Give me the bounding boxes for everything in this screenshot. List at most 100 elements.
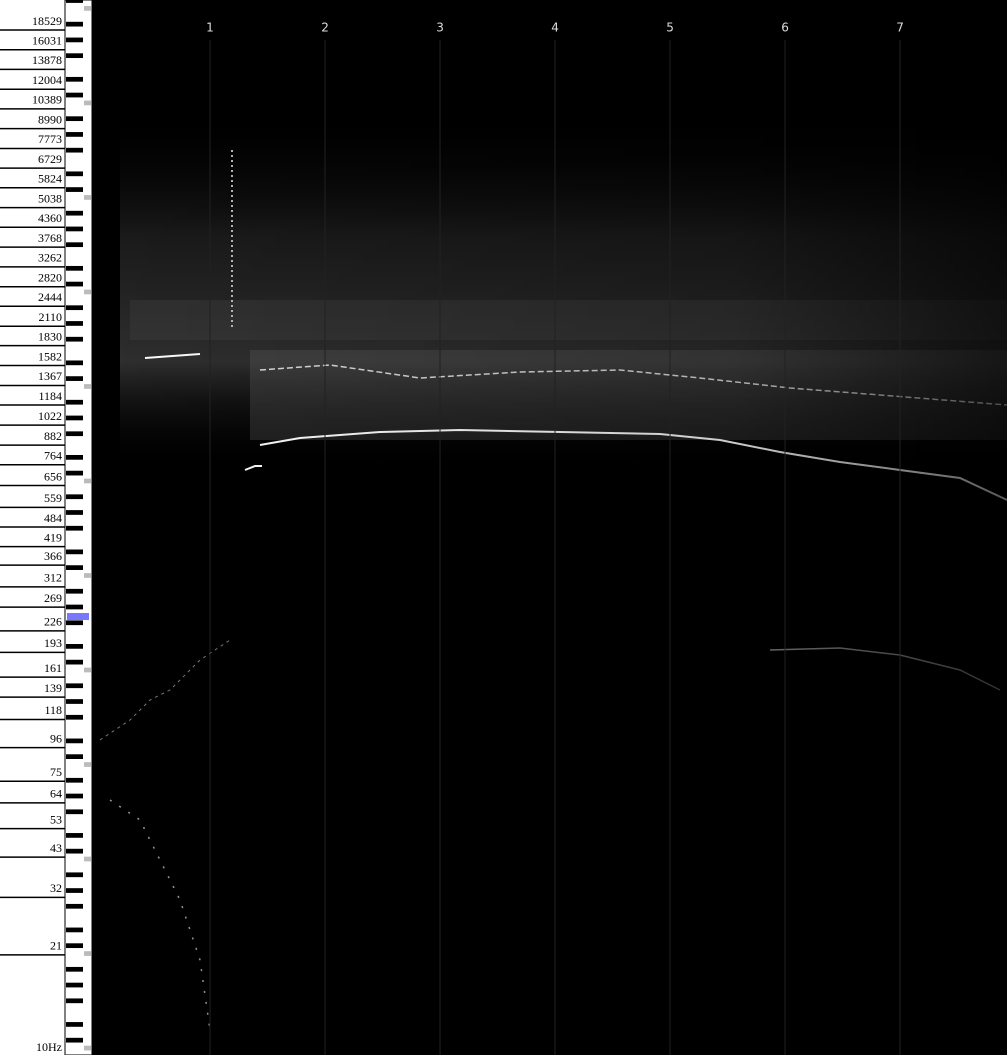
black-key [66, 510, 83, 515]
frequency-label: 16031 [32, 33, 62, 47]
black-key [66, 265, 83, 271]
c-key [84, 573, 91, 578]
black-key [66, 565, 83, 570]
haze [120, 110, 1007, 470]
black-key [66, 738, 83, 744]
frequency-label: 882 [44, 429, 62, 443]
c-key [84, 856, 91, 862]
black-key [66, 966, 83, 972]
black-key [66, 187, 83, 192]
frequency-label: 269 [44, 591, 62, 605]
c-key [84, 478, 91, 484]
frequency-label: 656 [44, 469, 62, 483]
black-key [66, 699, 83, 704]
frequency-label: 312 [44, 571, 62, 585]
black-key [66, 644, 83, 649]
black-key [66, 376, 83, 381]
frequency-label: 1830 [38, 329, 62, 343]
black-key [66, 399, 83, 405]
black-key [66, 336, 83, 342]
frequency-label: 3768 [38, 231, 62, 245]
spectrogram-content [99, 110, 1007, 1031]
c-key [84, 6, 91, 11]
c-key [84, 951, 91, 956]
black-key [66, 321, 83, 326]
frequency-label: 10Hz [36, 1040, 62, 1054]
black-key [66, 588, 83, 594]
frequency-label: 419 [44, 530, 62, 544]
frequency-label: 1184 [38, 389, 62, 403]
frequency-label: 484 [44, 511, 62, 525]
black-key [66, 525, 83, 531]
frequency-label: 8990 [38, 112, 62, 126]
black-key [66, 470, 83, 476]
black-key [66, 833, 83, 838]
c-key [84, 195, 91, 200]
black-key [66, 982, 83, 988]
black-key [66, 620, 83, 626]
black-key [66, 943, 83, 949]
time-axis: 1 2 3 4 5 6 7 [206, 21, 904, 1055]
black-key [66, 549, 83, 555]
frequency-axis: 18529 16031 13878 12004 10389 8990 7773 6729 582… [0, 14, 65, 1054]
frequency-label: 4360 [38, 211, 62, 225]
frequency-label: 6729 [38, 152, 62, 166]
black-key [66, 683, 83, 689]
frequency-label: 161 [44, 661, 62, 675]
c-key [84, 384, 91, 389]
pitch-trace [244, 465, 262, 471]
black-key [66, 714, 83, 720]
frequency-label: 1367 [38, 369, 62, 383]
frequency-label: 5824 [38, 172, 62, 186]
black-key [66, 76, 83, 82]
black-key [66, 226, 83, 232]
black-key [66, 848, 83, 854]
frequency-label: 193 [44, 636, 62, 650]
black-key [66, 0, 83, 3]
time-label: 3 [436, 21, 444, 35]
black-key [66, 888, 83, 893]
black-key [66, 754, 83, 760]
black-key [66, 872, 83, 878]
frequency-label: 559 [44, 491, 62, 505]
black-key [66, 210, 83, 216]
frequency-label: 5038 [38, 191, 62, 205]
black-key [66, 37, 83, 43]
c-key [84, 1045, 91, 1051]
pitch-trace [259, 428, 1007, 501]
divider [92, 0, 95, 1055]
c-key [84, 289, 91, 295]
black-key [66, 281, 83, 287]
black-key [66, 659, 83, 665]
frequency-label: 139 [44, 681, 62, 695]
frequency-label: 32 [50, 881, 62, 895]
frequency-label: 1022 [38, 409, 62, 423]
black-key [66, 21, 83, 27]
black-key [66, 903, 83, 909]
frequency-label: 3262 [38, 251, 62, 265]
black-key [66, 305, 83, 311]
black-key [66, 777, 83, 783]
c-key [84, 100, 91, 106]
black-key [66, 454, 83, 460]
frequency-label: 75 [50, 765, 62, 779]
frequency-label: 53 [50, 812, 62, 826]
pitch-trace [259, 364, 1007, 406]
black-key [66, 116, 83, 122]
time-label: 5 [666, 21, 674, 35]
black-key [66, 604, 83, 610]
frequency-label: 226 [44, 615, 62, 629]
current-key [67, 613, 89, 620]
black-key [66, 998, 83, 1004]
black-key [66, 92, 83, 98]
black-key [66, 494, 83, 500]
time-label: 6 [781, 21, 789, 35]
frequency-label: 2820 [38, 270, 62, 284]
black-key [66, 927, 83, 933]
frequency-label: 366 [44, 549, 62, 563]
time-label: 4 [551, 21, 559, 35]
frequency-label: 764 [44, 449, 62, 463]
c-key [84, 667, 91, 673]
